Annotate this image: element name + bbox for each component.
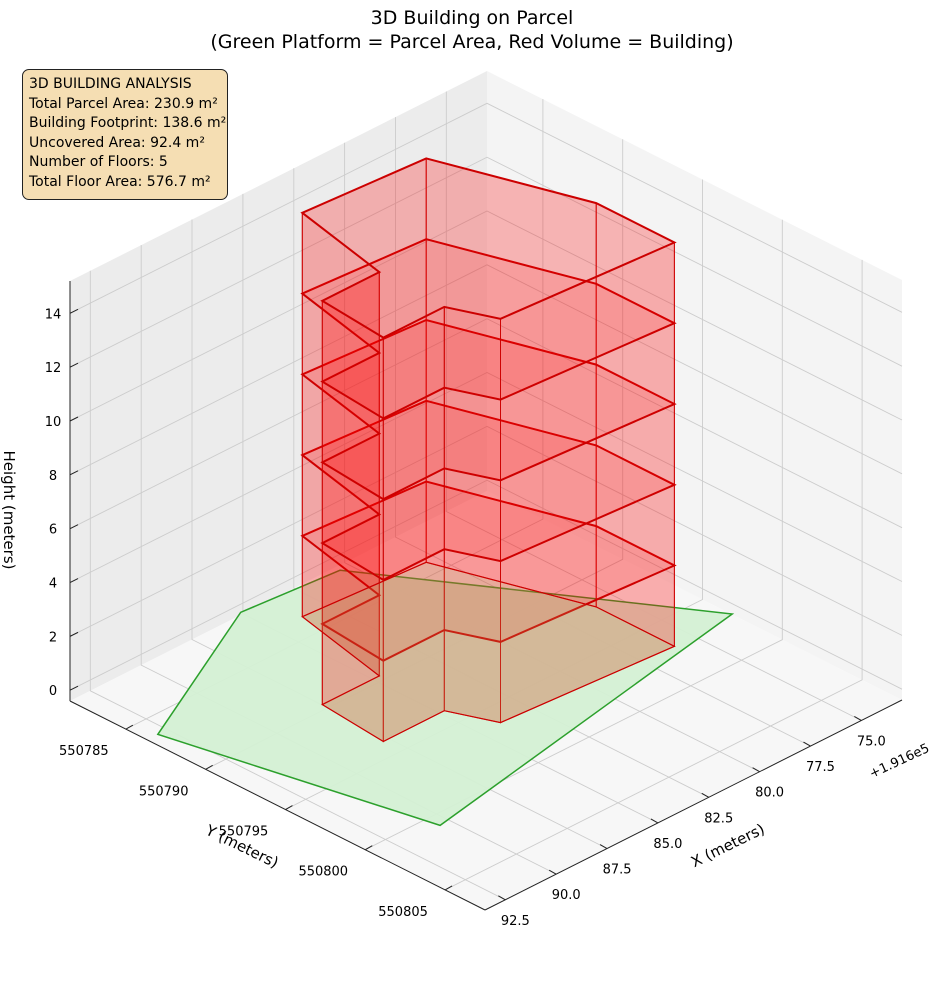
info-line-floor-area: Total Floor Area: 576.7 m² <box>29 173 211 190</box>
x-axis-line <box>484 699 903 911</box>
y-axis-line <box>69 700 486 911</box>
x-tick-label: 85.0 <box>653 837 682 852</box>
y-tick-mark <box>444 885 453 891</box>
z-tick-label: 10 <box>45 415 62 430</box>
y-tick-label: 550805 <box>378 905 428 920</box>
z-tick-label: 14 <box>45 307 62 322</box>
info-line-footprint: Building Footprint: 138.6 m² <box>29 115 227 132</box>
building-wall <box>443 467 501 562</box>
z-tick-label: 0 <box>49 684 57 699</box>
x-tick-mark <box>599 844 608 849</box>
chart-title: 3D Building on Parcel (Green Platform = … <box>0 6 944 54</box>
x-tick-label: 82.5 <box>704 811 733 826</box>
grid-line-z <box>69 425 903 637</box>
grid-line-z <box>69 479 903 691</box>
x-axis-label: X (meters) <box>688 820 768 871</box>
building-floor <box>300 318 677 581</box>
grid-line-z <box>69 156 903 368</box>
info-line-uncovered: Uncovered Area: 92.4 m² <box>29 134 205 151</box>
x-tick-mark <box>548 869 557 875</box>
z-tick-label: 6 <box>49 523 57 538</box>
z-tick-mark <box>69 578 79 583</box>
z-tick-label: 2 <box>49 630 57 645</box>
y-tick-mark <box>285 805 293 810</box>
y-tick-label: 550795 <box>219 825 269 840</box>
grid-line-z <box>69 264 903 476</box>
floor-slab <box>300 157 677 339</box>
z-tick-mark <box>69 470 79 476</box>
info-heading: 3D BUILDING ANALYSIS <box>29 76 192 92</box>
x-tick-label: 92.5 <box>501 914 530 929</box>
x-tick-mark <box>650 818 659 824</box>
z-tick-mark <box>69 631 79 637</box>
z-tick-mark <box>69 524 79 530</box>
analysis-info-box: 3D BUILDING ANALYSIS Total Parcel Area: … <box>22 69 228 200</box>
x-tick-mark <box>752 767 760 773</box>
y-tick-mark <box>365 845 373 851</box>
y-tick-label: 550790 <box>139 784 189 799</box>
y-tick-mark <box>125 724 134 730</box>
z-tick-label: 12 <box>45 361 62 376</box>
x-tick-label: 87.5 <box>603 863 632 878</box>
back-pane-right <box>487 71 902 700</box>
z-axis-label: Height (meters) <box>0 451 18 570</box>
z-tick-mark <box>69 416 79 422</box>
y-tick-mark <box>205 764 213 770</box>
y-tick-label: 550785 <box>59 744 109 759</box>
x-tick-label: 80.0 <box>755 786 784 801</box>
x-tick-mark <box>803 741 811 747</box>
x-tick-label: 90.0 <box>552 888 581 903</box>
building-floor <box>300 157 677 420</box>
building-base <box>301 561 676 743</box>
building-wall <box>443 306 501 401</box>
x-tick-label: 77.5 <box>806 760 835 775</box>
x-tick-mark <box>701 792 710 798</box>
grid-line-z <box>69 318 903 530</box>
z-tick-label: 8 <box>49 469 57 484</box>
x-tick-label: 75.0 <box>857 734 886 749</box>
chart-title-line1: 3D Building on Parcel <box>370 7 574 29</box>
z-tick-label: 4 <box>49 577 57 592</box>
z-tick-mark <box>69 685 79 691</box>
y-tick-label: 550800 <box>298 865 348 880</box>
x-tick-mark <box>854 716 862 721</box>
info-line-parcel-area: Total Parcel Area: 230.9 m² <box>29 95 218 112</box>
building-wall <box>443 387 501 481</box>
building-floor <box>300 238 677 501</box>
x-tick-mark <box>498 895 506 901</box>
grid-line-z <box>69 371 903 583</box>
info-line-floors: Number of Floors: 5 <box>29 154 168 171</box>
chart-title-line2: (Green Platform = Parcel Area, Red Volum… <box>210 31 734 53</box>
building-volume <box>300 157 677 743</box>
grid-line-z <box>69 102 903 314</box>
z-tick-mark <box>69 308 79 314</box>
z-tick-mark <box>69 362 79 368</box>
grid-line-z <box>69 210 903 422</box>
parcel-platform <box>156 569 735 827</box>
